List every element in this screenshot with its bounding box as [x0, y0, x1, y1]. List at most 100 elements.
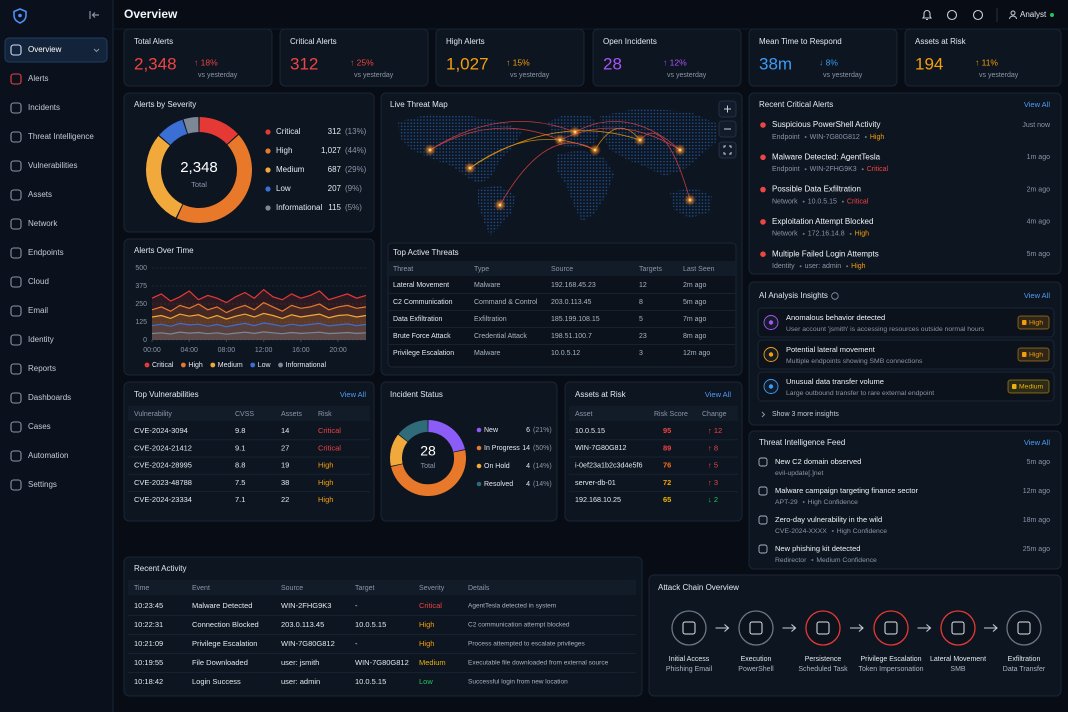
- alert-title[interactable]: Suspicious PowerShell Activity: [772, 120, 881, 129]
- alert-title[interactable]: Exploitation Attempt Blocked: [772, 217, 873, 226]
- step-circle[interactable]: [805, 610, 841, 646]
- column-header: Change: [702, 411, 727, 418]
- table-cell: Privilege Escalation: [393, 350, 454, 357]
- view-all-link[interactable]: View All: [1024, 100, 1050, 109]
- insight-description: Large outbound transfer to rare external…: [786, 390, 934, 397]
- table-cell: 10.0.5.12: [551, 350, 580, 357]
- meta-text: Redirector: [775, 557, 807, 564]
- separator-dot: [861, 168, 864, 171]
- step-icon: [816, 621, 830, 635]
- feed-icon: [758, 457, 768, 467]
- column-header: Targets: [639, 266, 662, 273]
- nav-item[interactable]: Endpoints: [28, 248, 64, 257]
- nav-item[interactable]: Dashboards: [28, 393, 71, 402]
- alert-time: 5m ago: [1027, 251, 1050, 258]
- legend-share: (14%): [533, 463, 552, 470]
- table-cell: Process attempted to escalate privileges: [468, 641, 585, 648]
- meta-text: Endpoint: [772, 134, 800, 141]
- nav-item[interactable]: Alerts: [28, 74, 48, 83]
- insight-card[interactable]: [757, 339, 1055, 370]
- user-name[interactable]: Analyst: [1020, 10, 1047, 19]
- nav-item[interactable]: Reports: [28, 364, 56, 373]
- fullscreen-button-icon: [723, 145, 732, 155]
- insight-card[interactable]: [757, 307, 1055, 338]
- table-cell: C2 communication attempt blocked: [468, 622, 570, 629]
- nav-item[interactable]: Incidents: [28, 103, 60, 112]
- view-all-link[interactable]: View All: [1024, 438, 1050, 447]
- table-cell: 203.0.113.45: [281, 620, 324, 629]
- legend-dot: [265, 129, 271, 135]
- table-cell: 5: [639, 316, 643, 323]
- info-icon: [831, 292, 839, 300]
- map-land: [556, 150, 614, 222]
- meta-text: High Confidence: [808, 499, 858, 506]
- nav-item[interactable]: Vulnerabilities: [28, 161, 78, 170]
- kpi-card: [123, 28, 273, 87]
- user-icon[interactable]: [1010, 10, 1016, 16]
- help-icon[interactable]: [946, 9, 958, 21]
- insight-icon-core: [768, 320, 774, 325]
- legend-label: New: [484, 427, 499, 434]
- alert-time: Just now: [1022, 122, 1051, 129]
- nav-item[interactable]: Email: [28, 306, 48, 315]
- kpi-value: 312: [290, 54, 318, 73]
- view-all-link[interactable]: View All: [1024, 291, 1050, 300]
- zoom-in-button-icon: [724, 105, 731, 113]
- nav-item[interactable]: Identity: [28, 335, 54, 344]
- fullscreen-button[interactable]: [718, 141, 737, 159]
- donut-segment: [398, 420, 428, 442]
- risk-score: 89: [663, 443, 671, 452]
- nav-item[interactable]: Settings: [28, 480, 57, 489]
- step-circle[interactable]: [671, 610, 707, 646]
- nav-item[interactable]: Overview: [28, 45, 62, 54]
- alert-title[interactable]: Multiple Failed Login Attempts: [772, 249, 879, 258]
- alert-title[interactable]: Malware Detected: AgentTesla: [772, 152, 881, 161]
- nav-item[interactable]: Threat Intelligence: [28, 132, 94, 141]
- table-cell: C2 Communication: [393, 299, 453, 306]
- feed-title[interactable]: Malware campaign targeting finance secto…: [775, 486, 918, 495]
- column-header: Threat: [393, 266, 413, 273]
- panel-title: Recent Activity: [134, 564, 186, 573]
- alert-dot: [760, 122, 766, 128]
- view-all-link[interactable]: View All: [705, 390, 731, 399]
- feed-icon: [758, 544, 768, 554]
- legend-label: Resolved: [484, 481, 513, 488]
- nav-item[interactable]: Cloud: [28, 277, 49, 286]
- risk-score: 65: [663, 495, 671, 504]
- insight-card[interactable]: [757, 371, 1055, 402]
- donut-total-label: Total: [191, 180, 207, 189]
- alert-title[interactable]: Possible Data Exfiltration: [772, 185, 861, 194]
- feed-title[interactable]: New C2 domain observed: [775, 457, 861, 466]
- nav-item[interactable]: Cases: [28, 422, 51, 431]
- table-cell: i-0ef23a1b2c3d4e5f6: [575, 461, 643, 470]
- notifications-icon[interactable]: [921, 10, 933, 21]
- table-cell: Low: [419, 677, 433, 686]
- step-circle[interactable]: [940, 610, 976, 646]
- separator-dot: [841, 200, 844, 203]
- legend-dot: [476, 481, 482, 487]
- meta-text: Endpoint: [772, 166, 800, 173]
- step-circle[interactable]: [873, 610, 909, 646]
- feed-title[interactable]: Zero-day vulnerability in the wild: [775, 515, 882, 524]
- x-tick-label: 00:00: [143, 347, 161, 354]
- table-cell: 10:21:09: [134, 639, 163, 648]
- risk-change: ↑ 8: [708, 443, 718, 452]
- step-circle[interactable]: [738, 610, 774, 646]
- nav-icon: [10, 305, 22, 317]
- collapse-button[interactable]: [89, 11, 99, 19]
- view-all-link[interactable]: View All: [340, 390, 366, 399]
- series-line: [151, 288, 367, 304]
- nav-item[interactable]: Assets: [28, 190, 52, 199]
- step-circle[interactable]: [1006, 610, 1042, 646]
- table-cell: CVE-2024-23334: [134, 495, 192, 504]
- status-dot: [1050, 13, 1054, 17]
- nav-item[interactable]: Network: [28, 219, 58, 228]
- info-icon[interactable]: [972, 9, 984, 21]
- nav-item[interactable]: Automation: [28, 451, 68, 460]
- table-cell: CVE-2024-21412: [134, 443, 192, 452]
- risk-change: ↑ 5: [708, 461, 718, 470]
- show-more-link[interactable]: Show 3 more insights: [772, 411, 839, 418]
- panel-title: Alerts by Severity: [134, 100, 196, 109]
- legend-label: Low: [258, 362, 272, 369]
- feed-title[interactable]: New phishing kit detected: [775, 544, 860, 553]
